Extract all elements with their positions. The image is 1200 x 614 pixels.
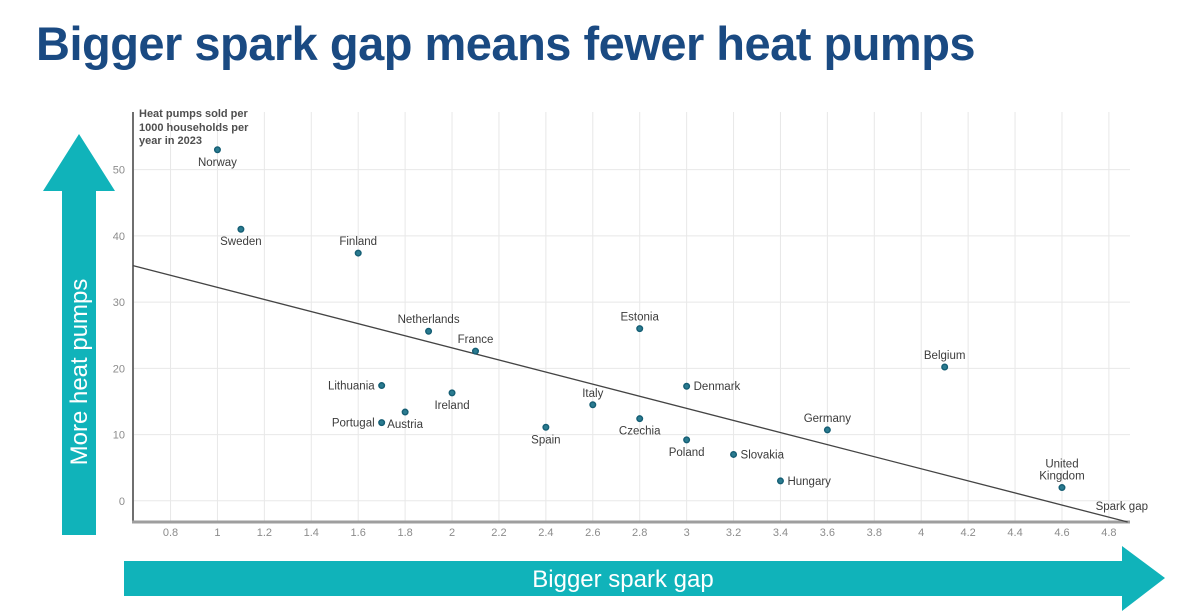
x-tick-label: 1.6 xyxy=(351,527,366,539)
y-tick-label: 50 xyxy=(113,165,125,177)
point-label: Slovakia xyxy=(741,449,785,461)
data-point xyxy=(941,363,949,371)
point-label: Germany xyxy=(804,413,852,425)
data-point xyxy=(213,146,221,154)
point-label: Netherlands xyxy=(398,314,460,326)
x-tick-label: 4.8 xyxy=(1101,527,1116,539)
data-point xyxy=(683,436,691,444)
data-point xyxy=(448,389,456,397)
point-label: Lithuania xyxy=(328,381,375,393)
data-point xyxy=(471,347,479,355)
y-tick-label: 20 xyxy=(113,363,125,375)
y-axis-note-line: year in 2023 xyxy=(139,135,202,147)
x-tick-label: 3.2 xyxy=(726,527,741,539)
x-tick-label: 2.6 xyxy=(585,527,600,539)
y-axis-note-line: Heat pumps sold per xyxy=(139,108,248,120)
y-axis-note: Heat pumps sold per 1000 households per … xyxy=(139,108,248,149)
point-label: Poland xyxy=(669,447,705,459)
x-tick-label: 4.2 xyxy=(960,527,975,539)
data-point xyxy=(589,401,597,409)
data-point xyxy=(378,382,386,390)
x-axis-arrow-label: Bigger spark gap xyxy=(532,566,713,593)
x-tick-label: 1 xyxy=(214,527,220,539)
point-label: Finland xyxy=(339,236,377,248)
data-point xyxy=(730,450,738,458)
x-tick-label: 2 xyxy=(449,527,455,539)
data-point xyxy=(354,249,362,257)
data-point xyxy=(823,426,831,434)
x-tick-label: 3.4 xyxy=(773,527,788,539)
point-label: Czechia xyxy=(619,426,661,438)
x-axis-title: Spark gap xyxy=(1096,501,1148,513)
x-tick-label: 3.6 xyxy=(820,527,835,539)
point-label: United xyxy=(1045,459,1078,471)
data-point xyxy=(425,327,433,335)
data-point xyxy=(636,325,644,333)
data-point xyxy=(237,225,245,233)
y-tick-label: 40 xyxy=(113,231,125,243)
data-point xyxy=(378,419,386,427)
data-point xyxy=(683,382,691,390)
y-tick-label: 0 xyxy=(119,496,125,508)
trend-line xyxy=(132,265,1128,523)
point-label: Ireland xyxy=(434,400,469,412)
x-tick-label: 1.2 xyxy=(257,527,272,539)
y-axis-arrow-label: More heat pumps xyxy=(66,279,93,466)
x-tick-label: 4 xyxy=(918,527,924,539)
x-tick-label: 4.6 xyxy=(1054,527,1069,539)
y-axis-arrow xyxy=(43,134,115,535)
data-point xyxy=(401,408,409,416)
data-point xyxy=(776,477,784,485)
x-tick-label: 1.4 xyxy=(304,527,319,539)
x-tick-label: 0.8 xyxy=(163,527,178,539)
x-tick-label: 1.8 xyxy=(397,527,412,539)
point-label: Austria xyxy=(387,419,423,431)
point-label: Norway xyxy=(198,157,237,169)
x-tick-label: 2.4 xyxy=(538,527,553,539)
point-label: Sweden xyxy=(220,236,262,248)
point-label: France xyxy=(458,334,494,346)
point-label: Estonia xyxy=(621,312,660,324)
x-tick-label: 3 xyxy=(684,527,690,539)
point-label: Hungary xyxy=(787,476,831,488)
x-axis-arrow xyxy=(124,546,1165,611)
point-label: Belgium xyxy=(924,350,966,362)
data-point xyxy=(636,415,644,423)
page-title: Bigger spark gap means fewer heat pumps xyxy=(36,17,976,70)
y-axis-note-line: 1000 households per xyxy=(139,121,249,134)
y-tick-label: 30 xyxy=(113,297,125,309)
point-label: Spain xyxy=(531,434,560,446)
point-label: Kingdom xyxy=(1039,471,1084,483)
data-point xyxy=(542,423,550,431)
point-label: Portugal xyxy=(332,418,375,430)
x-tick-label: 4.4 xyxy=(1007,527,1022,539)
x-tick-label: 2.8 xyxy=(632,527,647,539)
data-point xyxy=(1058,484,1066,492)
x-tick-label: 3.8 xyxy=(867,527,882,539)
point-label: Denmark xyxy=(694,381,741,393)
x-tick-label: 2.2 xyxy=(491,527,506,539)
y-tick-label: 10 xyxy=(113,430,125,442)
point-label: Italy xyxy=(582,388,603,400)
